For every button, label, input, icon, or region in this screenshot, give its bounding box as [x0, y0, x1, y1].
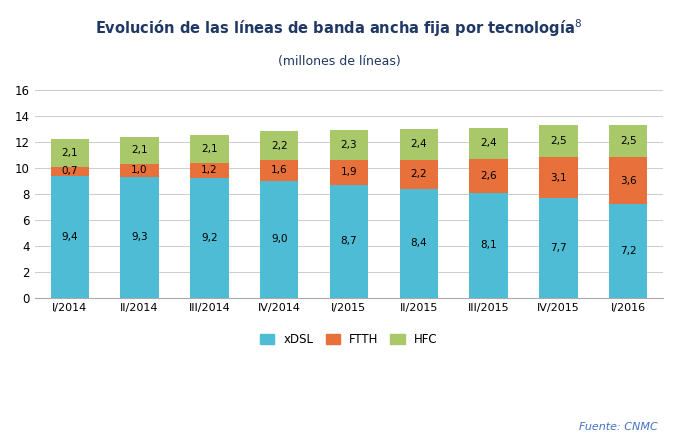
- Bar: [469, 193, 508, 298]
- Text: 7,7: 7,7: [550, 243, 567, 253]
- Text: 2,2: 2,2: [271, 141, 287, 151]
- Bar: [121, 136, 159, 164]
- Text: 2,5: 2,5: [550, 136, 567, 146]
- Bar: [399, 129, 438, 160]
- Text: 1,9: 1,9: [340, 167, 357, 177]
- Text: 8,1: 8,1: [480, 240, 497, 250]
- Text: 3,1: 3,1: [550, 173, 567, 183]
- Text: 2,4: 2,4: [410, 140, 427, 150]
- Bar: [539, 198, 578, 298]
- Text: 2,6: 2,6: [480, 170, 497, 181]
- Bar: [260, 181, 298, 298]
- Text: 7,2: 7,2: [620, 246, 637, 256]
- Bar: [469, 159, 508, 193]
- Text: 9,2: 9,2: [201, 233, 218, 243]
- Text: Evolución de las líneas de banda ancha fija por tecnología$^{8}$: Evolución de las líneas de banda ancha f…: [96, 17, 582, 39]
- Text: 0,7: 0,7: [62, 166, 78, 176]
- Bar: [330, 130, 368, 160]
- Bar: [121, 164, 159, 177]
- Bar: [609, 204, 647, 298]
- Bar: [539, 157, 578, 198]
- Bar: [399, 160, 438, 189]
- Bar: [51, 167, 89, 176]
- Text: 8,7: 8,7: [340, 236, 357, 246]
- Text: 8,4: 8,4: [410, 238, 427, 249]
- Text: 9,3: 9,3: [132, 232, 148, 242]
- Text: 2,2: 2,2: [410, 169, 427, 179]
- Bar: [51, 176, 89, 298]
- Text: 2,1: 2,1: [201, 144, 218, 154]
- Text: 9,4: 9,4: [62, 232, 78, 242]
- Legend: xDSL, FTTH, HFC: xDSL, FTTH, HFC: [256, 328, 442, 351]
- Bar: [51, 139, 89, 167]
- Text: 1,2: 1,2: [201, 165, 218, 175]
- Bar: [539, 125, 578, 157]
- Bar: [190, 135, 228, 163]
- Text: 2,1: 2,1: [62, 148, 78, 158]
- Text: 2,1: 2,1: [132, 145, 148, 155]
- Text: 1,0: 1,0: [132, 165, 148, 175]
- Bar: [330, 160, 368, 185]
- Bar: [609, 125, 647, 157]
- Bar: [121, 177, 159, 298]
- Text: 9,0: 9,0: [271, 235, 287, 245]
- Bar: [469, 127, 508, 159]
- Bar: [609, 157, 647, 204]
- Text: 2,3: 2,3: [340, 140, 357, 150]
- Text: 3,6: 3,6: [620, 176, 637, 186]
- Text: Fuente: CNMC: Fuente: CNMC: [579, 422, 658, 432]
- Bar: [260, 131, 298, 160]
- Text: (millones de líneas): (millones de líneas): [277, 54, 401, 68]
- Bar: [190, 163, 228, 178]
- Text: 1,6: 1,6: [271, 165, 287, 175]
- Bar: [260, 160, 298, 181]
- Bar: [399, 189, 438, 298]
- Bar: [190, 178, 228, 298]
- Text: 2,4: 2,4: [480, 138, 497, 148]
- Text: 2,5: 2,5: [620, 136, 637, 146]
- Bar: [330, 185, 368, 298]
